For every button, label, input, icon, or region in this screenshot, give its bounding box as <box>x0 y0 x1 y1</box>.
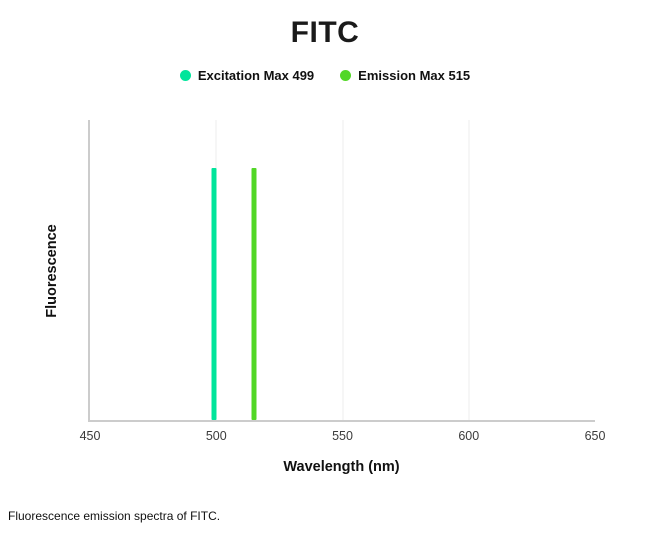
gridline-500 <box>215 120 217 420</box>
x-axis-label: Wavelength (nm) <box>283 459 400 475</box>
x-tick-label-600: 600 <box>458 429 480 443</box>
gridline-600 <box>468 120 470 420</box>
legend: Excitation Max 499 Emission Max 515 <box>0 68 650 83</box>
excitation-max-499-spike <box>211 168 217 420</box>
figure-caption: Fluorescence emission spectra of FITC. <box>8 509 221 523</box>
excitation-legend-label: Excitation Max 499 <box>197 68 315 83</box>
emission-legend-label: Emission Max 515 <box>358 68 471 83</box>
emission-legend-dot-icon <box>340 70 352 81</box>
plot-area: 450 500 550 600 650 <box>80 120 605 443</box>
legend-item-excitation: Excitation Max 499 <box>179 68 315 83</box>
y-axis-label: Fluorescence <box>44 224 60 318</box>
x-tick-label-550: 550 <box>332 429 353 443</box>
x-tick-label-650: 650 <box>584 429 606 443</box>
legend-item-emission: Emission Max 515 <box>340 68 470 83</box>
x-tick-label-500: 500 <box>205 429 227 443</box>
excitation-legend-dot-icon <box>179 70 191 81</box>
emission-max-515-spike <box>251 168 257 420</box>
page-title: FITC <box>290 16 360 49</box>
x-tick-label-450: 450 <box>79 429 101 443</box>
gridline-550 <box>342 120 343 420</box>
